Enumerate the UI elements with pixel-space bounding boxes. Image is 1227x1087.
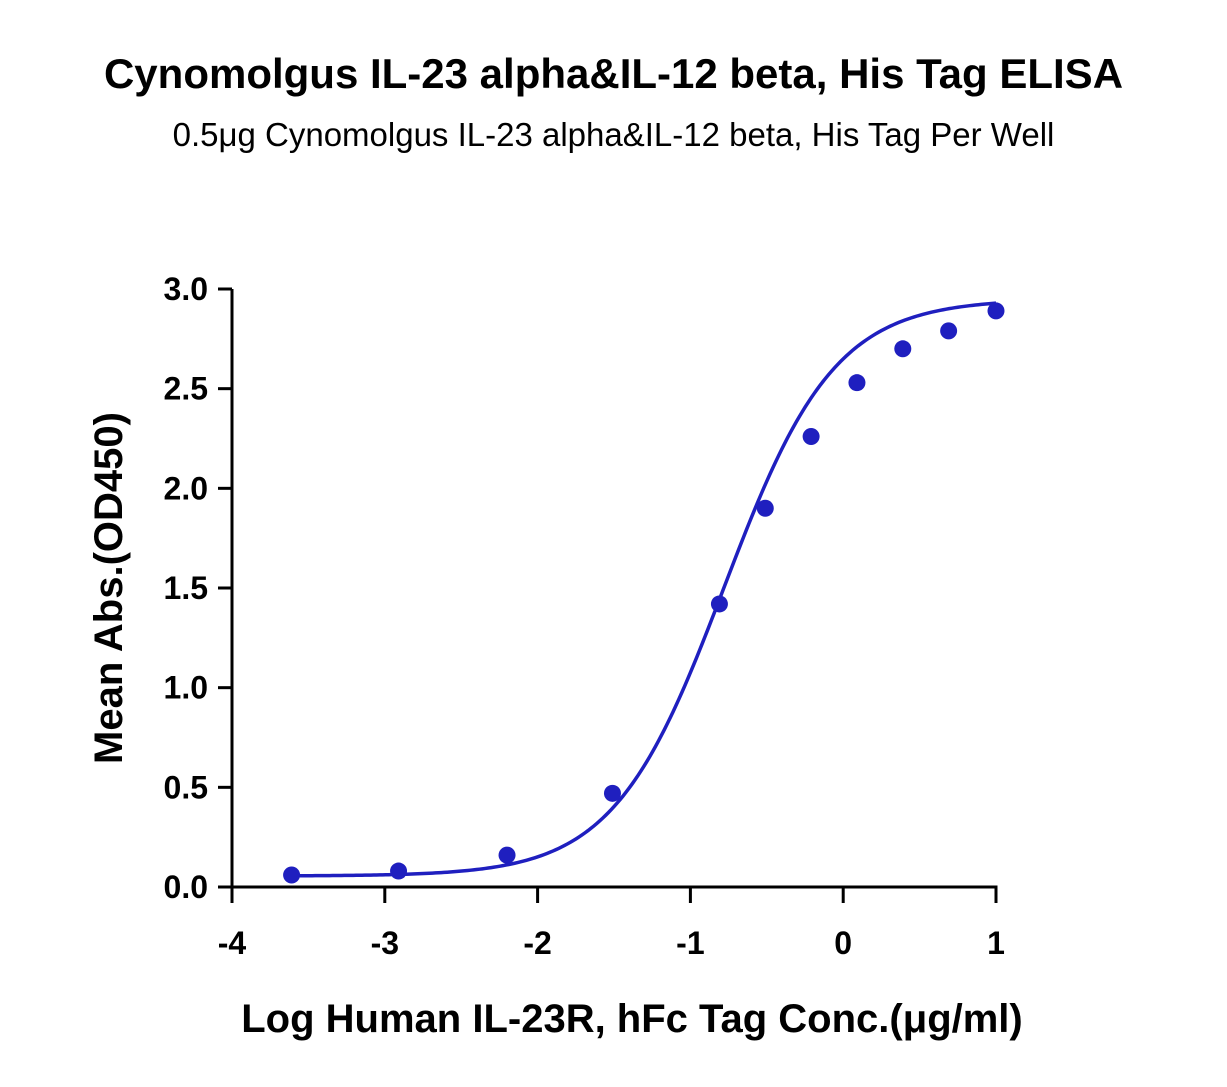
data-point xyxy=(894,340,912,358)
x-tick-label: -3 xyxy=(371,925,399,961)
y-tick-label: 0.5 xyxy=(164,769,208,805)
y-axis-label: Mean Abs.(OD450) xyxy=(87,412,131,764)
fit-curve-line xyxy=(291,301,997,878)
x-axis-label: Log Human IL-23R, hFc Tag Conc.(μg/ml) xyxy=(241,997,1023,1041)
data-point xyxy=(940,322,958,340)
chart-subtitle: 0.5μg Cynomolgus IL-23 alpha&IL-12 beta,… xyxy=(172,116,1055,153)
chart-title: Cynomolgus IL-23 alpha&IL-12 beta, His T… xyxy=(103,50,1124,97)
y-tick-label: 1.5 xyxy=(164,570,208,606)
data-point xyxy=(603,784,621,802)
x-tick-label: -4 xyxy=(218,925,247,961)
data-point xyxy=(802,428,820,446)
y-tick-label: 1.0 xyxy=(164,670,208,706)
y-tick-label: 2.0 xyxy=(164,470,208,506)
data-point xyxy=(987,302,1005,320)
x-tick-label: -1 xyxy=(676,925,704,961)
y-tick-label: 0.0 xyxy=(164,869,208,905)
data-point xyxy=(848,374,866,392)
data-point xyxy=(756,499,774,517)
data-point xyxy=(390,862,408,880)
data-point xyxy=(710,595,728,613)
x-tick-label: 1 xyxy=(987,925,1005,961)
x-tick-label: 0 xyxy=(834,925,852,961)
data-point xyxy=(498,846,516,864)
y-tick-label: 3.0 xyxy=(164,271,208,307)
x-tick-label: -2 xyxy=(523,925,551,961)
y-tick-label: 2.5 xyxy=(164,371,208,407)
data-point xyxy=(283,866,301,884)
